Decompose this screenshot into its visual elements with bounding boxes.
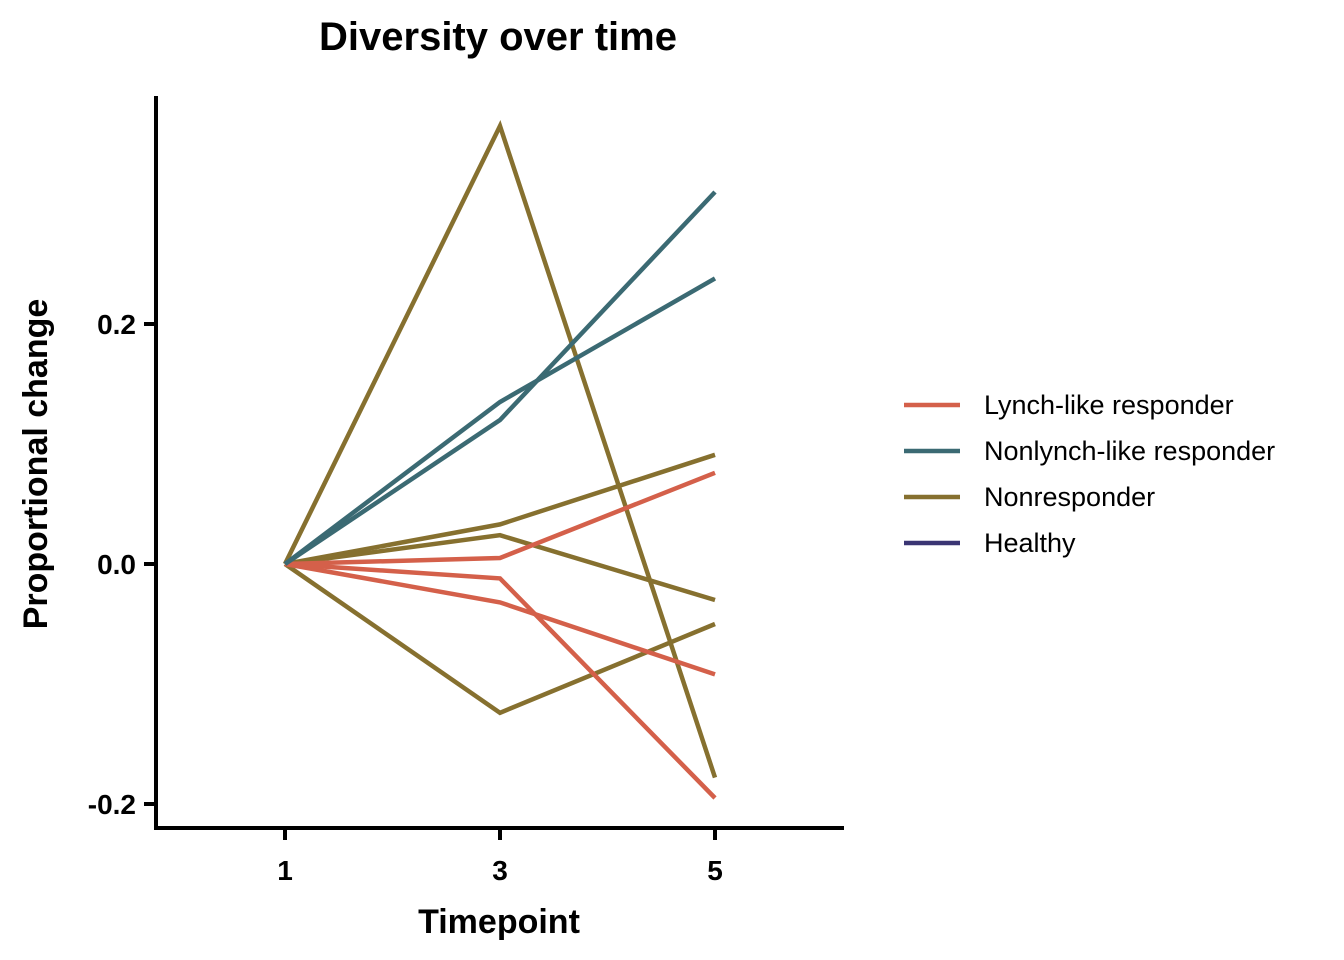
series-line-1 [282, 120, 718, 779]
legend-label: Nonlynch-like responder [984, 436, 1275, 466]
series-line-2 [284, 452, 716, 567]
series-line-9 [283, 276, 717, 566]
y-axis-title: Proportional change [17, 299, 55, 630]
series-line-6 [284, 561, 717, 800]
axes [154, 96, 844, 830]
legend-label: Lynch-like responder [984, 390, 1234, 420]
x-tick-label: 5 [707, 855, 723, 886]
series-layer [282, 120, 718, 800]
legend-label: Nonresponder [984, 482, 1155, 512]
series-line-7 [284, 561, 716, 677]
x-tick-label: 1 [277, 855, 293, 886]
y-tick-label: 0.2 [97, 309, 136, 340]
x-tick-label: 3 [492, 855, 508, 886]
series-line-8 [283, 190, 717, 566]
y-axis-ticks: -0.2 0.0 0.2 [88, 309, 156, 820]
x-axis-title: Timepoint [418, 903, 580, 941]
legend-item: Nonlynch-like responder [904, 436, 1275, 466]
y-tick-label: -0.2 [88, 789, 136, 820]
legend-item: Nonresponder [904, 482, 1155, 512]
legend-item: Healthy [904, 528, 1076, 558]
legend-item: Lynch-like responder [904, 390, 1234, 420]
series-line-5 [284, 470, 716, 567]
legend-label: Healthy [984, 528, 1076, 558]
chart-title: Diversity over time [319, 15, 677, 59]
series-line-4 [283, 562, 716, 716]
x-axis-ticks: 1 3 5 [277, 828, 723, 886]
y-tick-label: 0.0 [97, 549, 136, 580]
series-line-3 [284, 532, 716, 603]
legend: Lynch-like responder Nonlynch-like respon… [904, 390, 1275, 558]
